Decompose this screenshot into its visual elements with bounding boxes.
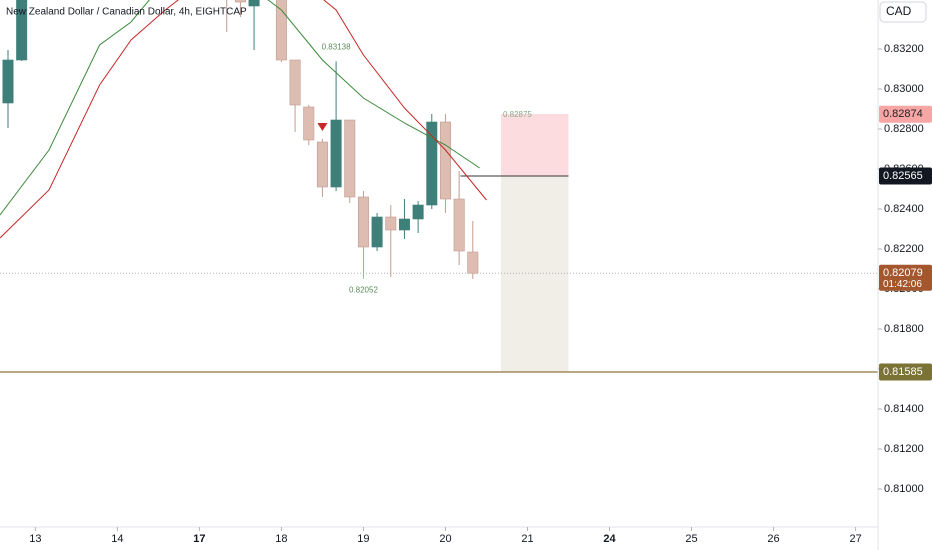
y-tick-label: 0.81400 — [884, 403, 924, 415]
x-tick-label: 18 — [275, 533, 287, 545]
price-badge — [879, 363, 932, 381]
candle-body — [439, 121, 451, 200]
candle-body — [275, 0, 287, 61]
x-tick-label: 20 — [439, 533, 451, 545]
price-annotation: 0.82052 — [349, 286, 378, 295]
stop-zone — [500, 114, 569, 176]
x-tick-label: 17 — [193, 533, 205, 545]
price-annotation: 0.82875 — [503, 110, 532, 119]
price-badge — [879, 167, 932, 185]
x-tick-label: 24 — [603, 533, 616, 545]
price-badge-label: 0.81585 — [883, 366, 923, 378]
moving-average — [0, 0, 487, 239]
price-badge — [879, 264, 932, 291]
y-tick-label: 0.82200 — [884, 243, 924, 255]
candle-body — [330, 119, 342, 188]
y-tick-label: 0.81800 — [884, 323, 924, 335]
price-badge-label: 0.82874 — [883, 108, 923, 120]
chart-title: New Zealand Dollar / Canadian Dollar, 4h… — [6, 7, 247, 18]
x-tick-label: 14 — [111, 533, 123, 545]
candle-body — [357, 196, 369, 248]
y-tick-label: 0.82400 — [884, 203, 924, 215]
x-tick-label: 27 — [849, 533, 861, 545]
x-tick-label: 25 — [685, 533, 697, 545]
candle-body — [398, 218, 410, 231]
y-tick-label: 0.81000 — [884, 483, 924, 495]
x-tick-label: 21 — [521, 533, 533, 545]
candle-body — [371, 216, 383, 248]
candle-body — [344, 119, 356, 198]
candle-body — [385, 216, 397, 231]
candle-body — [234, 0, 246, 3]
candle-body — [453, 198, 465, 252]
candle-body — [303, 106, 315, 141]
y-tick-label: 0.83000 — [884, 83, 924, 95]
candle-body — [426, 121, 438, 206]
candle-body — [412, 204, 424, 220]
candle-body — [16, 0, 28, 61]
target-zone — [500, 176, 569, 372]
candle-body — [316, 141, 328, 188]
currency-button[interactable] — [879, 1, 927, 23]
y-tick-label: 0.81200 — [884, 443, 924, 455]
candle-body — [467, 251, 479, 274]
moving-average — [0, 0, 480, 216]
price-badge-label: 0.82079 — [883, 267, 923, 279]
price-annotation: 0.83138 — [322, 43, 351, 52]
countdown-label: 01:42:06 — [883, 279, 922, 290]
candle-body — [289, 59, 301, 106]
price-badge-label: 0.82565 — [883, 170, 923, 182]
currency-label: CAD — [886, 4, 912, 18]
x-tick-label: 19 — [357, 533, 369, 545]
x-tick-label: 26 — [767, 533, 779, 545]
price-badge — [879, 105, 932, 123]
candle-body — [248, 0, 260, 7]
y-tick-label: 0.82800 — [884, 123, 924, 135]
signal-marker — [317, 123, 328, 131]
plot-area: 0.83138 0.82052 0.82875 — [0, 0, 878, 373]
y-tick-label: 0.83200 — [884, 43, 924, 55]
candle-body — [2, 59, 14, 104]
x-tick-label: 13 — [29, 533, 41, 545]
